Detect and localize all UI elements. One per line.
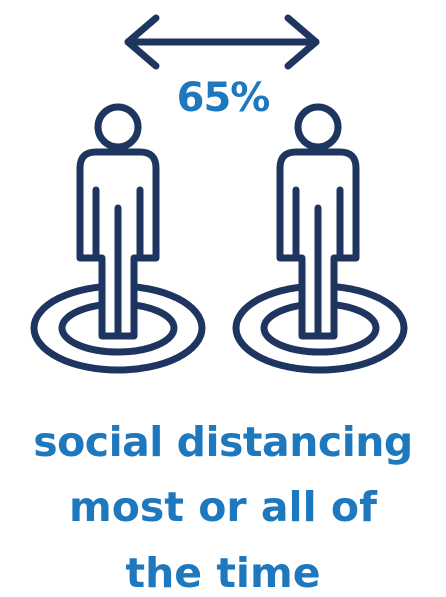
caption-line-2: most or all of <box>69 483 377 531</box>
caption-line-3: the time <box>125 549 321 597</box>
double-arrow-icon <box>124 14 320 70</box>
person-left-icon <box>76 103 160 340</box>
person-right-icon <box>276 103 360 340</box>
stat-percentage: 65% <box>176 75 271 121</box>
caption-line-1: social distancing <box>33 418 413 466</box>
